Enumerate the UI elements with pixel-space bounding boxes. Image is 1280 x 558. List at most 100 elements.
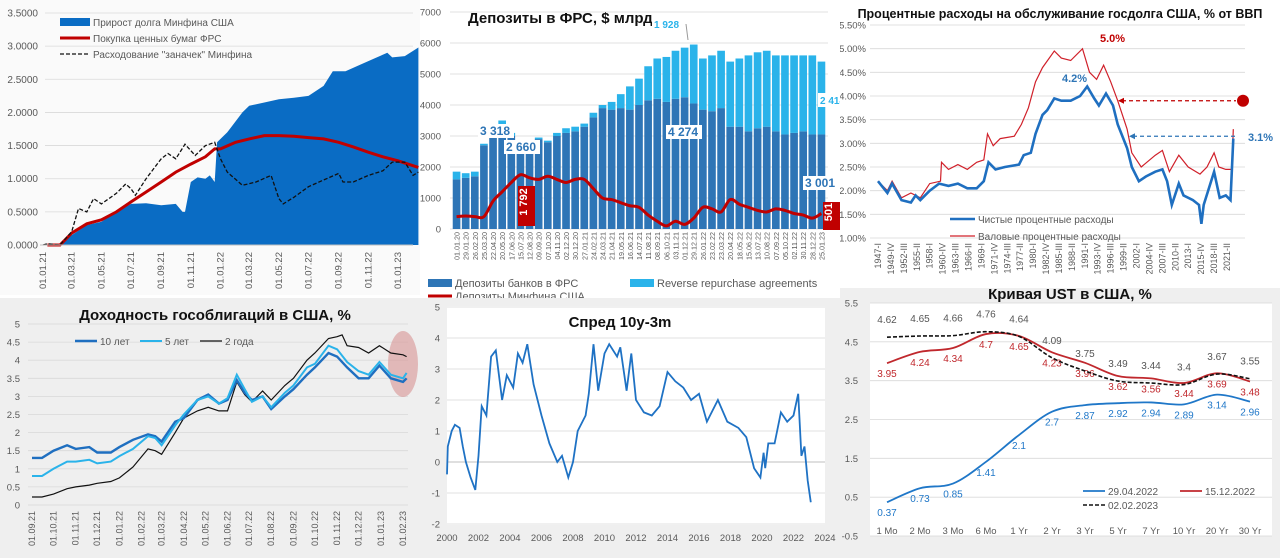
bar-bank-deposits: [480, 145, 488, 229]
x-tick-label: 2002-I: [1132, 243, 1142, 269]
y-tick-label: 1000: [420, 194, 441, 205]
data-label: 3.67: [1207, 352, 1227, 363]
bar-reverse-repo: [680, 47, 689, 98]
y-tick-label: 1: [435, 427, 440, 438]
bar-reverse-repo: [717, 50, 725, 109]
x-tick-label: 01.10.22: [310, 511, 320, 546]
x-tick-label: 2022: [783, 533, 804, 544]
x-tick-label: 2 Mo: [909, 526, 930, 537]
bar-bank-deposits: [489, 129, 497, 229]
x-tick-label: 30.11.22: [799, 232, 808, 259]
chart-title: Депозиты в ФРС, $ млрд: [468, 10, 653, 27]
x-tick-label: 02.11.22: [790, 232, 799, 259]
x-tick-label: 28.12.22: [808, 232, 817, 260]
bar-bank-deposits: [662, 101, 671, 229]
data-label: 0.85: [943, 490, 963, 501]
y-tick-label: 5.50%: [840, 21, 867, 32]
x-tick-label: 02.12.20: [562, 232, 571, 260]
y-tick-label: 2: [435, 396, 440, 407]
bar-reverse-repo: [790, 55, 798, 133]
y-tick-label: 0.5: [845, 493, 858, 504]
x-tick-label: 01.09.22: [288, 511, 298, 546]
bar-bank-deposits: [680, 97, 689, 229]
bar-bank-deposits: [616, 108, 625, 229]
x-tick-label: 01.02.23: [398, 511, 408, 546]
data-label-box: [803, 176, 839, 190]
x-tick-label: 2008: [562, 533, 583, 544]
bar-reverse-repo: [708, 55, 716, 112]
data-label: 4.62: [877, 315, 897, 326]
bar-bank-deposits: [470, 176, 479, 229]
bar-reverse-repo: [671, 50, 680, 99]
x-tick-label: 2002: [468, 533, 489, 544]
x-tick-label: 2010: [594, 533, 615, 544]
x-tick-label: 1980-I: [1028, 243, 1038, 269]
x-tick-label: 20 Yr: [1206, 526, 1229, 537]
series-line-y2: [32, 334, 407, 498]
bar-bank-deposits: [689, 103, 698, 229]
bar-bank-deposits: [753, 128, 762, 229]
x-tick-label: 2021-II: [1222, 243, 1232, 271]
x-tick-label: 01.06.22: [223, 511, 233, 546]
bar-reverse-repo: [808, 55, 817, 135]
legend-5y-label: 5 лет: [165, 337, 189, 348]
debt-vs-fed-purchases-chart: 0.0000 0.5000 1.0000 1.5000 2.0000 2.5000 3.00…: [0, 0, 420, 295]
y-tick-label: 0.5000: [7, 207, 38, 218]
data-label-peak-net: 4.2%: [1062, 73, 1087, 85]
data-label: 2.92: [1108, 409, 1128, 420]
y-tick-label: 2.00%: [840, 186, 867, 197]
bar-reverse-repo: [470, 171, 479, 177]
y-tick-label: 2.50%: [840, 163, 867, 174]
y-tick-label: -1: [432, 489, 440, 500]
y-tick-label: 2.5000: [7, 75, 38, 86]
legend-debt-growth-swatch: [60, 18, 90, 26]
x-tick-label: 2004-IV: [1144, 243, 1154, 275]
x-tick-label: 1974-III: [1002, 243, 1012, 274]
x-tick-label: 1969-I: [976, 243, 986, 269]
bar-reverse-repo: [662, 56, 671, 102]
bar-reverse-repo: [498, 120, 507, 127]
x-tick-label: 01.03.21: [67, 252, 78, 289]
bar-bank-deposits: [653, 98, 662, 229]
legend-15-12-2022-label: 15.12.2022: [1205, 487, 1255, 498]
y-tick-label: 3: [15, 392, 20, 403]
data-label: 3 001: [805, 176, 835, 190]
x-tick-label: 07.10.20: [544, 232, 553, 260]
y-tick-label: 2000: [420, 163, 441, 174]
x-tick-label: 1 Mo: [876, 526, 897, 537]
y-tick-label: 3.50%: [840, 115, 867, 126]
data-label-box: [818, 93, 840, 107]
legend-2y-label: 2 года: [225, 337, 254, 348]
y-tick-label: 4000: [420, 101, 441, 112]
x-tick-label: 2 Yr: [1043, 526, 1060, 537]
bar-reverse-repo: [635, 78, 643, 105]
bar-reverse-repo: [753, 52, 762, 129]
x-tick-label: 30 Yr: [1239, 526, 1262, 537]
bar-reverse-repo: [461, 173, 470, 178]
x-tick-label: 01.05.22: [200, 511, 210, 546]
bar-bank-deposits: [452, 179, 461, 229]
x-tick-label: 01.02.22: [137, 511, 147, 546]
series-line-spread: [446, 342, 812, 503]
bar-reverse-repo: [543, 140, 552, 143]
x-tick-label: 2013-I: [1183, 243, 1193, 269]
bar-bank-deposits: [726, 126, 735, 229]
x-tick-label: 04.11.20: [553, 232, 562, 259]
x-tick-label: 20.04.22: [726, 232, 735, 260]
x-tick-label: 05.10.22: [781, 232, 790, 260]
x-tick-label: 01.07.22: [304, 252, 315, 289]
data-label: 1.41: [976, 468, 996, 479]
legend-treasury-stash-label: Расходование "заначек" Минфина: [93, 49, 253, 61]
bar-reverse-repo: [626, 86, 634, 110]
ust-curve-chart: -0.5 0.5 1.5 2.5 3.5 4.5 5.5 0.37 0.73 0.85 1.41 2.…: [840, 288, 1280, 558]
x-tick-label: 21.04.21: [608, 232, 617, 260]
marker-dot: [1237, 94, 1249, 107]
data-label-box: [823, 202, 840, 230]
series-line-y10: [32, 351, 408, 460]
data-label: 2.7: [1045, 418, 1059, 429]
y-tick-label: 4.5: [7, 338, 20, 349]
bar-reverse-repo: [653, 58, 662, 99]
x-tick-label: 01.11.21: [71, 511, 81, 545]
bar-bank-deposits: [461, 177, 470, 229]
data-label: 3.49: [1108, 359, 1128, 370]
